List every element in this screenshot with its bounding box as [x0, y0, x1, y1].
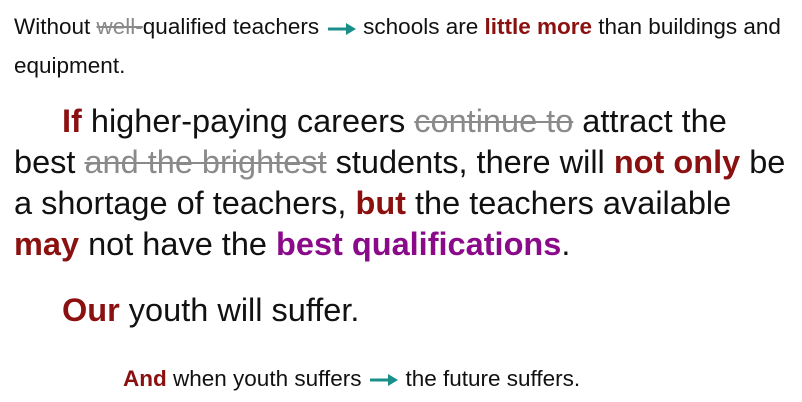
emphasis-but: but	[355, 185, 406, 221]
future-sentence: And when youth suffers the future suffers…	[123, 362, 580, 397]
emphasis-little-more: little more	[484, 14, 593, 39]
right-arrow-icon	[369, 363, 399, 397]
main-part-1: higher-paying careers	[81, 103, 415, 139]
right-arrow-icon	[327, 10, 357, 47]
future-part-2: the future suffers.	[405, 366, 581, 391]
main-part-4: be a shortage of teachers,	[14, 144, 786, 221]
intro-text: Without well-qualified teachers schools a…	[14, 8, 794, 84]
emphasis-and: And	[123, 366, 167, 391]
intro-part-4: than buildings and equipment.	[14, 14, 781, 78]
main-part-7: .	[561, 226, 571, 262]
struck-continue-to: continue to	[414, 103, 574, 139]
main-part-6: not have the	[79, 226, 277, 262]
emphasis-may: may	[14, 226, 80, 262]
main-part-3: students, there will	[326, 144, 614, 180]
struck-and-the-brightest: and the brightest	[84, 144, 327, 180]
emphasis-if: If	[62, 103, 82, 139]
future-part-1: when youth suffers	[166, 366, 362, 391]
main-part-5: the teachers available	[406, 185, 732, 221]
main-part-2: attract the best	[14, 103, 727, 180]
emphasis-our: Our	[62, 292, 120, 328]
intro-part-3: schools are	[363, 14, 485, 39]
emphasis-best-qualifications: best qualifications	[276, 226, 562, 262]
youth-rest: youth will suffer.	[119, 292, 360, 328]
main-paragraph: If higher-paying careers continue to att…	[14, 101, 796, 265]
intro-part-2: qualified teachers	[142, 14, 320, 39]
emphasis-not-only: not only	[613, 144, 741, 180]
struck-word-well: well-	[96, 14, 143, 39]
intro-part-1: Without	[14, 14, 97, 39]
youth-sentence: Our youth will suffer.	[62, 290, 359, 331]
